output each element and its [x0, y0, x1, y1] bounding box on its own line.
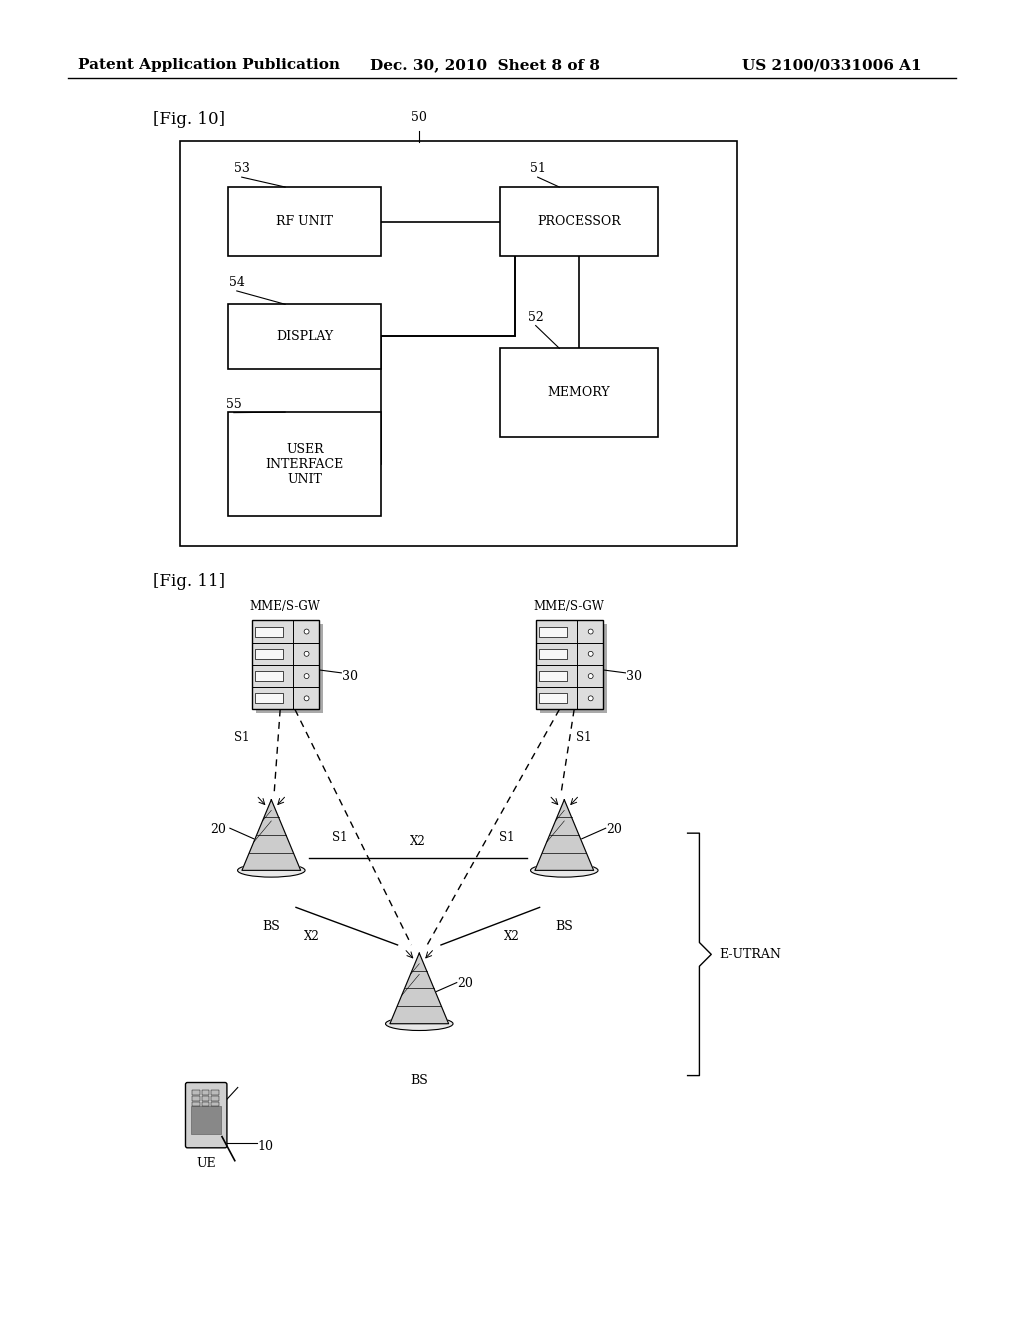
Text: Patent Application Publication: Patent Application Publication [78, 58, 340, 73]
Text: E-UTRAN: E-UTRAN [719, 948, 781, 961]
Circle shape [588, 630, 593, 634]
Text: MME/S-GW: MME/S-GW [534, 601, 604, 614]
Bar [193, 1090, 201, 1094]
Text: S1: S1 [577, 731, 592, 743]
Text: S1: S1 [233, 731, 249, 743]
Text: 20: 20 [606, 824, 622, 837]
Polygon shape [242, 800, 301, 870]
Text: UE: UE [197, 1156, 216, 1170]
Text: DISPLAY: DISPLAY [276, 330, 334, 343]
Circle shape [588, 651, 593, 656]
Text: 51: 51 [529, 162, 546, 176]
Text: US 2100/0331006 A1: US 2100/0331006 A1 [741, 58, 922, 73]
Circle shape [588, 696, 593, 701]
Bar [202, 1096, 210, 1101]
Text: Dec. 30, 2010  Sheet 8 of 8: Dec. 30, 2010 Sheet 8 of 8 [370, 58, 600, 73]
Circle shape [304, 673, 309, 678]
Text: X2: X2 [304, 929, 319, 942]
Text: PROCESSOR: PROCESSOR [538, 215, 621, 228]
Bar [211, 1102, 219, 1106]
Text: USER
INTERFACE
UNIT: USER INTERFACE UNIT [265, 442, 344, 486]
Text: [Fig. 10]: [Fig. 10] [153, 111, 225, 128]
Bar [228, 305, 381, 368]
Circle shape [304, 630, 309, 634]
Text: 55: 55 [226, 397, 242, 411]
Text: MME/S-GW: MME/S-GW [250, 601, 321, 614]
Ellipse shape [530, 863, 598, 876]
Ellipse shape [385, 1016, 453, 1031]
Circle shape [304, 651, 309, 656]
Text: RF UNIT: RF UNIT [276, 215, 334, 228]
Text: 54: 54 [229, 276, 245, 289]
Bar [202, 1090, 210, 1094]
Text: X2: X2 [504, 929, 519, 942]
Text: 50: 50 [412, 111, 427, 124]
Bar [255, 627, 283, 636]
Bar [500, 187, 658, 256]
Text: 30: 30 [342, 669, 358, 682]
Text: 20: 20 [210, 824, 226, 837]
Bar [252, 620, 318, 709]
Circle shape [588, 673, 593, 678]
Bar [256, 624, 323, 713]
Text: BS: BS [411, 1073, 428, 1086]
Bar [540, 624, 606, 713]
Text: 10: 10 [257, 1140, 273, 1152]
Text: S1: S1 [333, 830, 348, 843]
Bar [179, 140, 737, 546]
Bar [536, 620, 603, 709]
FancyBboxPatch shape [185, 1082, 227, 1148]
Bar [193, 1096, 201, 1101]
Bar [539, 671, 567, 681]
Bar [211, 1096, 219, 1101]
Text: MEMORY: MEMORY [548, 387, 610, 400]
Polygon shape [390, 953, 449, 1024]
Bar [191, 1106, 221, 1134]
Text: S1: S1 [499, 830, 515, 843]
Text: BS: BS [262, 920, 281, 933]
Text: X2: X2 [410, 836, 426, 847]
Text: BS: BS [555, 920, 573, 933]
Text: 52: 52 [527, 310, 544, 323]
Bar [539, 627, 567, 636]
Bar [255, 649, 283, 659]
Bar [539, 649, 567, 659]
Bar [255, 693, 283, 704]
Bar [211, 1090, 219, 1094]
Bar [202, 1102, 210, 1106]
Polygon shape [535, 800, 594, 870]
Bar [228, 187, 381, 256]
Bar [228, 412, 381, 516]
Text: 30: 30 [627, 669, 642, 682]
Text: [Fig. 11]: [Fig. 11] [153, 573, 225, 590]
Bar [539, 693, 567, 704]
Text: 20: 20 [457, 977, 473, 990]
Bar [500, 348, 658, 437]
Circle shape [304, 696, 309, 701]
Bar [193, 1102, 201, 1106]
Text: 53: 53 [233, 162, 250, 176]
Ellipse shape [238, 863, 305, 876]
Bar [255, 671, 283, 681]
